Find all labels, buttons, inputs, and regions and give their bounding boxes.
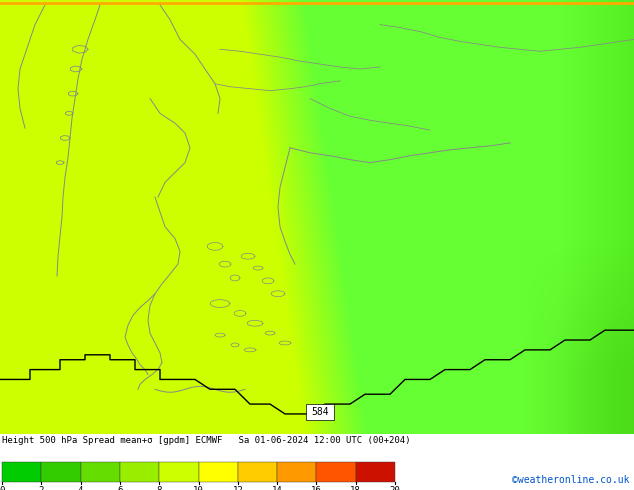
Text: 12: 12 xyxy=(233,486,243,490)
Bar xyxy=(316,462,356,482)
Text: 0: 0 xyxy=(0,486,4,490)
Text: 584: 584 xyxy=(311,407,329,417)
Text: 18: 18 xyxy=(351,486,361,490)
Bar xyxy=(238,462,277,482)
Bar xyxy=(356,462,395,482)
Text: 6: 6 xyxy=(117,486,122,490)
Text: 14: 14 xyxy=(272,486,283,490)
Bar xyxy=(198,462,238,482)
Bar xyxy=(120,462,159,482)
Bar xyxy=(277,462,316,482)
Bar xyxy=(306,404,334,420)
Text: 2: 2 xyxy=(39,486,44,490)
Bar xyxy=(81,462,120,482)
Text: ©weatheronline.co.uk: ©weatheronline.co.uk xyxy=(512,475,630,485)
Text: 16: 16 xyxy=(311,486,322,490)
Text: 8: 8 xyxy=(157,486,162,490)
Text: Height 500 hPa Spread mean+σ [gpdm] ECMWF   Sa 01-06-2024 12:00 UTC (00+204): Height 500 hPa Spread mean+σ [gpdm] ECMW… xyxy=(2,436,410,444)
Text: 20: 20 xyxy=(390,486,401,490)
Text: 10: 10 xyxy=(193,486,204,490)
Bar xyxy=(159,462,198,482)
Bar xyxy=(41,462,81,482)
Text: 4: 4 xyxy=(78,486,83,490)
Bar xyxy=(2,462,41,482)
